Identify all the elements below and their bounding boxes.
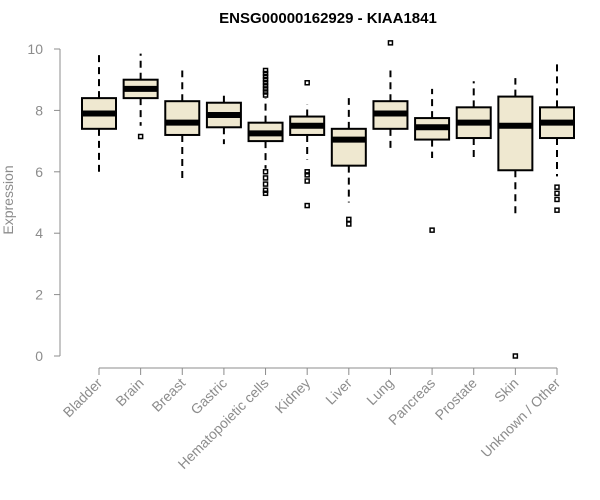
outlier-point xyxy=(429,227,435,233)
outlier-point xyxy=(137,133,144,140)
box-breast xyxy=(164,70,201,182)
iqr-box xyxy=(330,127,367,167)
x-tick-label: Lung xyxy=(363,375,396,408)
outlier-point xyxy=(262,89,269,95)
outlier-point xyxy=(262,76,269,83)
outlier-point xyxy=(304,202,310,209)
chart-title: ENSG00000162929 - KIAA1841 xyxy=(219,10,437,27)
box-prostate xyxy=(455,81,492,162)
iqr-box xyxy=(497,95,534,172)
outlier-point xyxy=(262,67,269,74)
y-tick-label: 4 xyxy=(35,225,43,241)
outlier-point xyxy=(554,196,560,203)
box-unknown-other xyxy=(539,62,575,213)
outlier-point xyxy=(554,207,560,213)
x-tick-label: Brain xyxy=(112,375,146,409)
outlier-point xyxy=(304,169,310,175)
outlier-point xyxy=(304,172,310,178)
x-tick-label: Bladder xyxy=(60,375,106,421)
y-tick-label: 8 xyxy=(35,102,43,118)
box-hematopoietic-cells xyxy=(247,67,284,197)
outlier-point xyxy=(262,86,269,92)
outlier-point xyxy=(304,178,310,184)
outlier-point xyxy=(262,73,269,80)
y-tick-label: 0 xyxy=(35,348,43,364)
x-tick-label: Liver xyxy=(322,375,355,408)
box-brain xyxy=(122,53,159,140)
x-tick-label: Prostate xyxy=(432,375,480,423)
outlier-point xyxy=(262,83,269,89)
outlier-point xyxy=(554,190,560,197)
outlier-point xyxy=(262,175,269,181)
outlier-point xyxy=(346,216,352,223)
x-tick-label: Skin xyxy=(491,375,522,406)
box-bladder xyxy=(81,55,117,172)
x-tick-label: Unknown / Other xyxy=(478,375,564,461)
box-liver xyxy=(330,98,367,227)
y-axis-label: Expression xyxy=(0,165,16,234)
x-tick-label: Breast xyxy=(148,375,188,415)
y-tick-label: 10 xyxy=(27,41,43,57)
outlier-point xyxy=(346,221,352,227)
x-tick-label: Kidney xyxy=(272,375,314,417)
outlier-point xyxy=(262,169,269,175)
outlier-point xyxy=(554,184,560,190)
outlier-point xyxy=(262,70,269,77)
box-lung xyxy=(372,40,409,149)
y-axis: 0 2 4 6 8 10 xyxy=(27,41,61,364)
boxes xyxy=(81,40,575,359)
y-tick-label: 2 xyxy=(35,287,43,303)
outlier-point xyxy=(387,40,394,46)
box-kidney xyxy=(289,80,326,209)
outlier-point xyxy=(262,190,269,197)
outlier-point xyxy=(262,80,269,86)
outlier-point xyxy=(262,187,269,193)
iqr-box xyxy=(164,100,201,136)
y-tick-label: 6 xyxy=(35,164,43,180)
box-gastric xyxy=(205,91,242,145)
outlier-point xyxy=(304,80,310,86)
box-skin xyxy=(497,78,534,359)
outlier-point xyxy=(262,181,269,187)
box-pancreas xyxy=(414,88,451,233)
outlier-point xyxy=(262,92,269,98)
outlier-point xyxy=(512,353,519,359)
